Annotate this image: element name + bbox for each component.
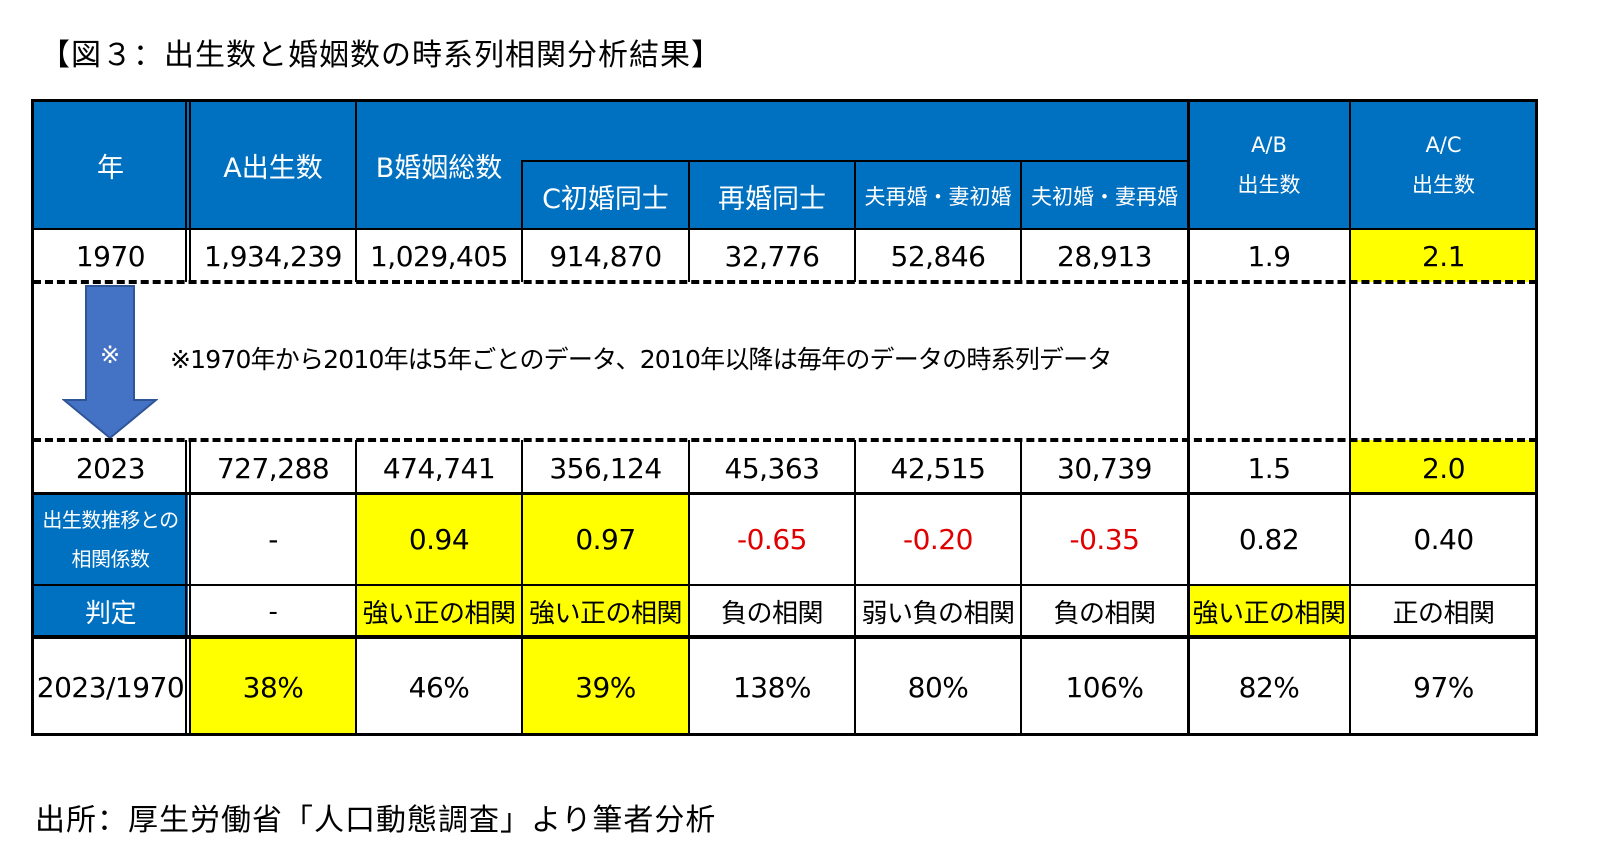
ratio-husband-re: 80% xyxy=(907,670,969,704)
header-husband-remarriage: 夫再婚・妻初婚 xyxy=(855,162,1021,230)
vline-year-1 xyxy=(185,99,187,282)
arrow-mark: ※ xyxy=(99,341,121,369)
figure-title: 【図３：出生数と婚姻数の時系列相関分析結果】 xyxy=(40,38,722,73)
header-births: A出生数 xyxy=(190,101,356,230)
ratio-ac: 97% xyxy=(1413,670,1474,704)
header-marriages: B婚姻総数 xyxy=(356,101,522,230)
vline-c-bottom xyxy=(521,440,523,736)
vline-g-full xyxy=(1187,99,1190,736)
ratio-row-label: 2023/1970 xyxy=(36,670,185,704)
line-below-2023 xyxy=(31,492,1538,495)
cell-1970-husband-re: 52,846 xyxy=(890,239,986,273)
corr-marriages: 0.94 xyxy=(408,523,470,556)
ratio-first: 39% xyxy=(575,670,636,704)
cell-1970-births: 1,934,239 xyxy=(203,239,343,273)
vline-h-full xyxy=(1349,99,1351,736)
corr-wife-re: -0.35 xyxy=(1069,523,1140,556)
ratio-births: 38% xyxy=(242,670,304,704)
corr-row-label-line1: 出生数推移との xyxy=(42,507,179,532)
header-remarriages: 再婚同士 xyxy=(689,162,855,230)
cell-2023-husband-re: 42,515 xyxy=(890,451,986,485)
header-bottom-line xyxy=(31,228,1538,230)
corr-row-label: 出生数推移との 相関係数 xyxy=(33,495,188,584)
highlight-ratio-c xyxy=(522,637,689,735)
cell-2023-marriages: 474,741 xyxy=(382,451,496,485)
vline-f-bottom xyxy=(1020,440,1022,736)
corr-first: 0.97 xyxy=(575,523,636,556)
judge-ac: 正の相関 xyxy=(1392,599,1495,629)
highlight-judge-ab xyxy=(1188,586,1350,637)
line-below-corr xyxy=(31,584,1538,586)
header-year: 年 xyxy=(33,101,188,230)
corr-ab: 0.82 xyxy=(1238,523,1300,556)
highlight-1970-ac xyxy=(1350,230,1537,282)
header-a-over-c: A/C 出生数 xyxy=(1350,101,1537,230)
highlight-2023-ac xyxy=(1350,440,1537,493)
corr-births: - xyxy=(268,523,278,556)
judge-remarriage: 負の相関 xyxy=(720,599,824,629)
vline-e-top xyxy=(854,160,856,282)
cell-2023-births: 727,288 xyxy=(216,451,330,485)
header-a-over-b: A/B 出生数 xyxy=(1188,101,1350,230)
cell-2023-year: 2023 xyxy=(75,451,146,485)
cell-2023-first: 356,124 xyxy=(549,451,662,485)
border-bottom xyxy=(31,733,1538,736)
cell-2023-wife-re: 30,739 xyxy=(1057,451,1152,485)
ratio-wife-re: 106% xyxy=(1065,670,1144,704)
vline-d-top xyxy=(688,160,690,282)
judge-ab: 強い正の相関 xyxy=(1192,599,1346,629)
vline-year-4 xyxy=(189,440,191,736)
border-top xyxy=(31,99,1538,102)
vline-c-top xyxy=(521,160,523,282)
header-first-marriages: C初婚同士 xyxy=(522,162,689,230)
corr-remarriage: -0.65 xyxy=(737,523,807,556)
ratio-remarriage: 138% xyxy=(732,670,812,704)
judge-first: 強い正の相関 xyxy=(528,599,683,629)
corr-ac: 0.40 xyxy=(1413,523,1474,556)
border-left xyxy=(31,99,34,736)
down-arrow-icon xyxy=(61,284,159,440)
cell-1970-first: 914,870 xyxy=(549,239,662,273)
judge-row-label: 判定 xyxy=(33,586,188,637)
cell-1970-ab: 1.9 xyxy=(1247,239,1291,273)
vline-b-bottom xyxy=(355,440,357,736)
note-text: ※1970年から2010年は5年ごとのデータ、2010年以降は毎年のデータの時系… xyxy=(170,345,1112,374)
dash-line-1970 xyxy=(33,280,1537,284)
header-a-over-c-line1: A/C xyxy=(1425,132,1462,157)
ratio-ab: 82% xyxy=(1238,670,1300,704)
corr-husband-re: -0.20 xyxy=(903,523,973,556)
cell-2023-ab: 1.5 xyxy=(1247,451,1291,485)
highlight-corr-b xyxy=(356,495,522,637)
vline-b-top xyxy=(355,99,357,282)
ratio-marriages: 46% xyxy=(408,670,470,704)
cell-1970-wife-re: 28,913 xyxy=(1057,239,1152,273)
cell-2023-ac: 2.0 xyxy=(1421,451,1466,485)
line-below-judge xyxy=(31,635,1538,639)
vline-year-3 xyxy=(185,440,187,736)
source-note: 出所：厚生労働省「人口動態調査」より筆者分析 xyxy=(35,803,717,838)
vline-f-top xyxy=(1020,160,1022,282)
highlight-corr-c xyxy=(522,495,689,637)
vline-e-bottom xyxy=(854,440,856,736)
judge-births: - xyxy=(268,596,278,627)
judge-wife-re: 負の相関 xyxy=(1053,599,1156,629)
judge-marriages: 強い正の相関 xyxy=(362,599,516,629)
cell-1970-year: 1970 xyxy=(75,239,146,273)
cell-1970-remarriage: 32,776 xyxy=(724,239,820,273)
header-a-over-b-line2: 出生数 xyxy=(1237,172,1301,197)
header-a-over-b-line1: A/B xyxy=(1251,132,1287,157)
cell-1970-marriages: 1,029,405 xyxy=(369,239,509,273)
cell-2023-remarriage: 45,363 xyxy=(724,451,820,485)
vline-d-bottom xyxy=(688,440,690,736)
header-wife-remarriage: 夫初婚・妻再婚 xyxy=(1021,162,1188,230)
cell-1970-ac: 2.1 xyxy=(1421,239,1466,273)
judge-husband-re: 弱い負の相関 xyxy=(861,599,1015,629)
dash-line-2023 xyxy=(33,438,1537,442)
corr-row-label-line2: 相関係数 xyxy=(71,546,151,571)
vline-year-2 xyxy=(189,99,191,282)
border-right xyxy=(1535,99,1538,736)
header-a-over-c-line2: 出生数 xyxy=(1412,172,1475,197)
highlight-ratio-a xyxy=(190,637,356,735)
